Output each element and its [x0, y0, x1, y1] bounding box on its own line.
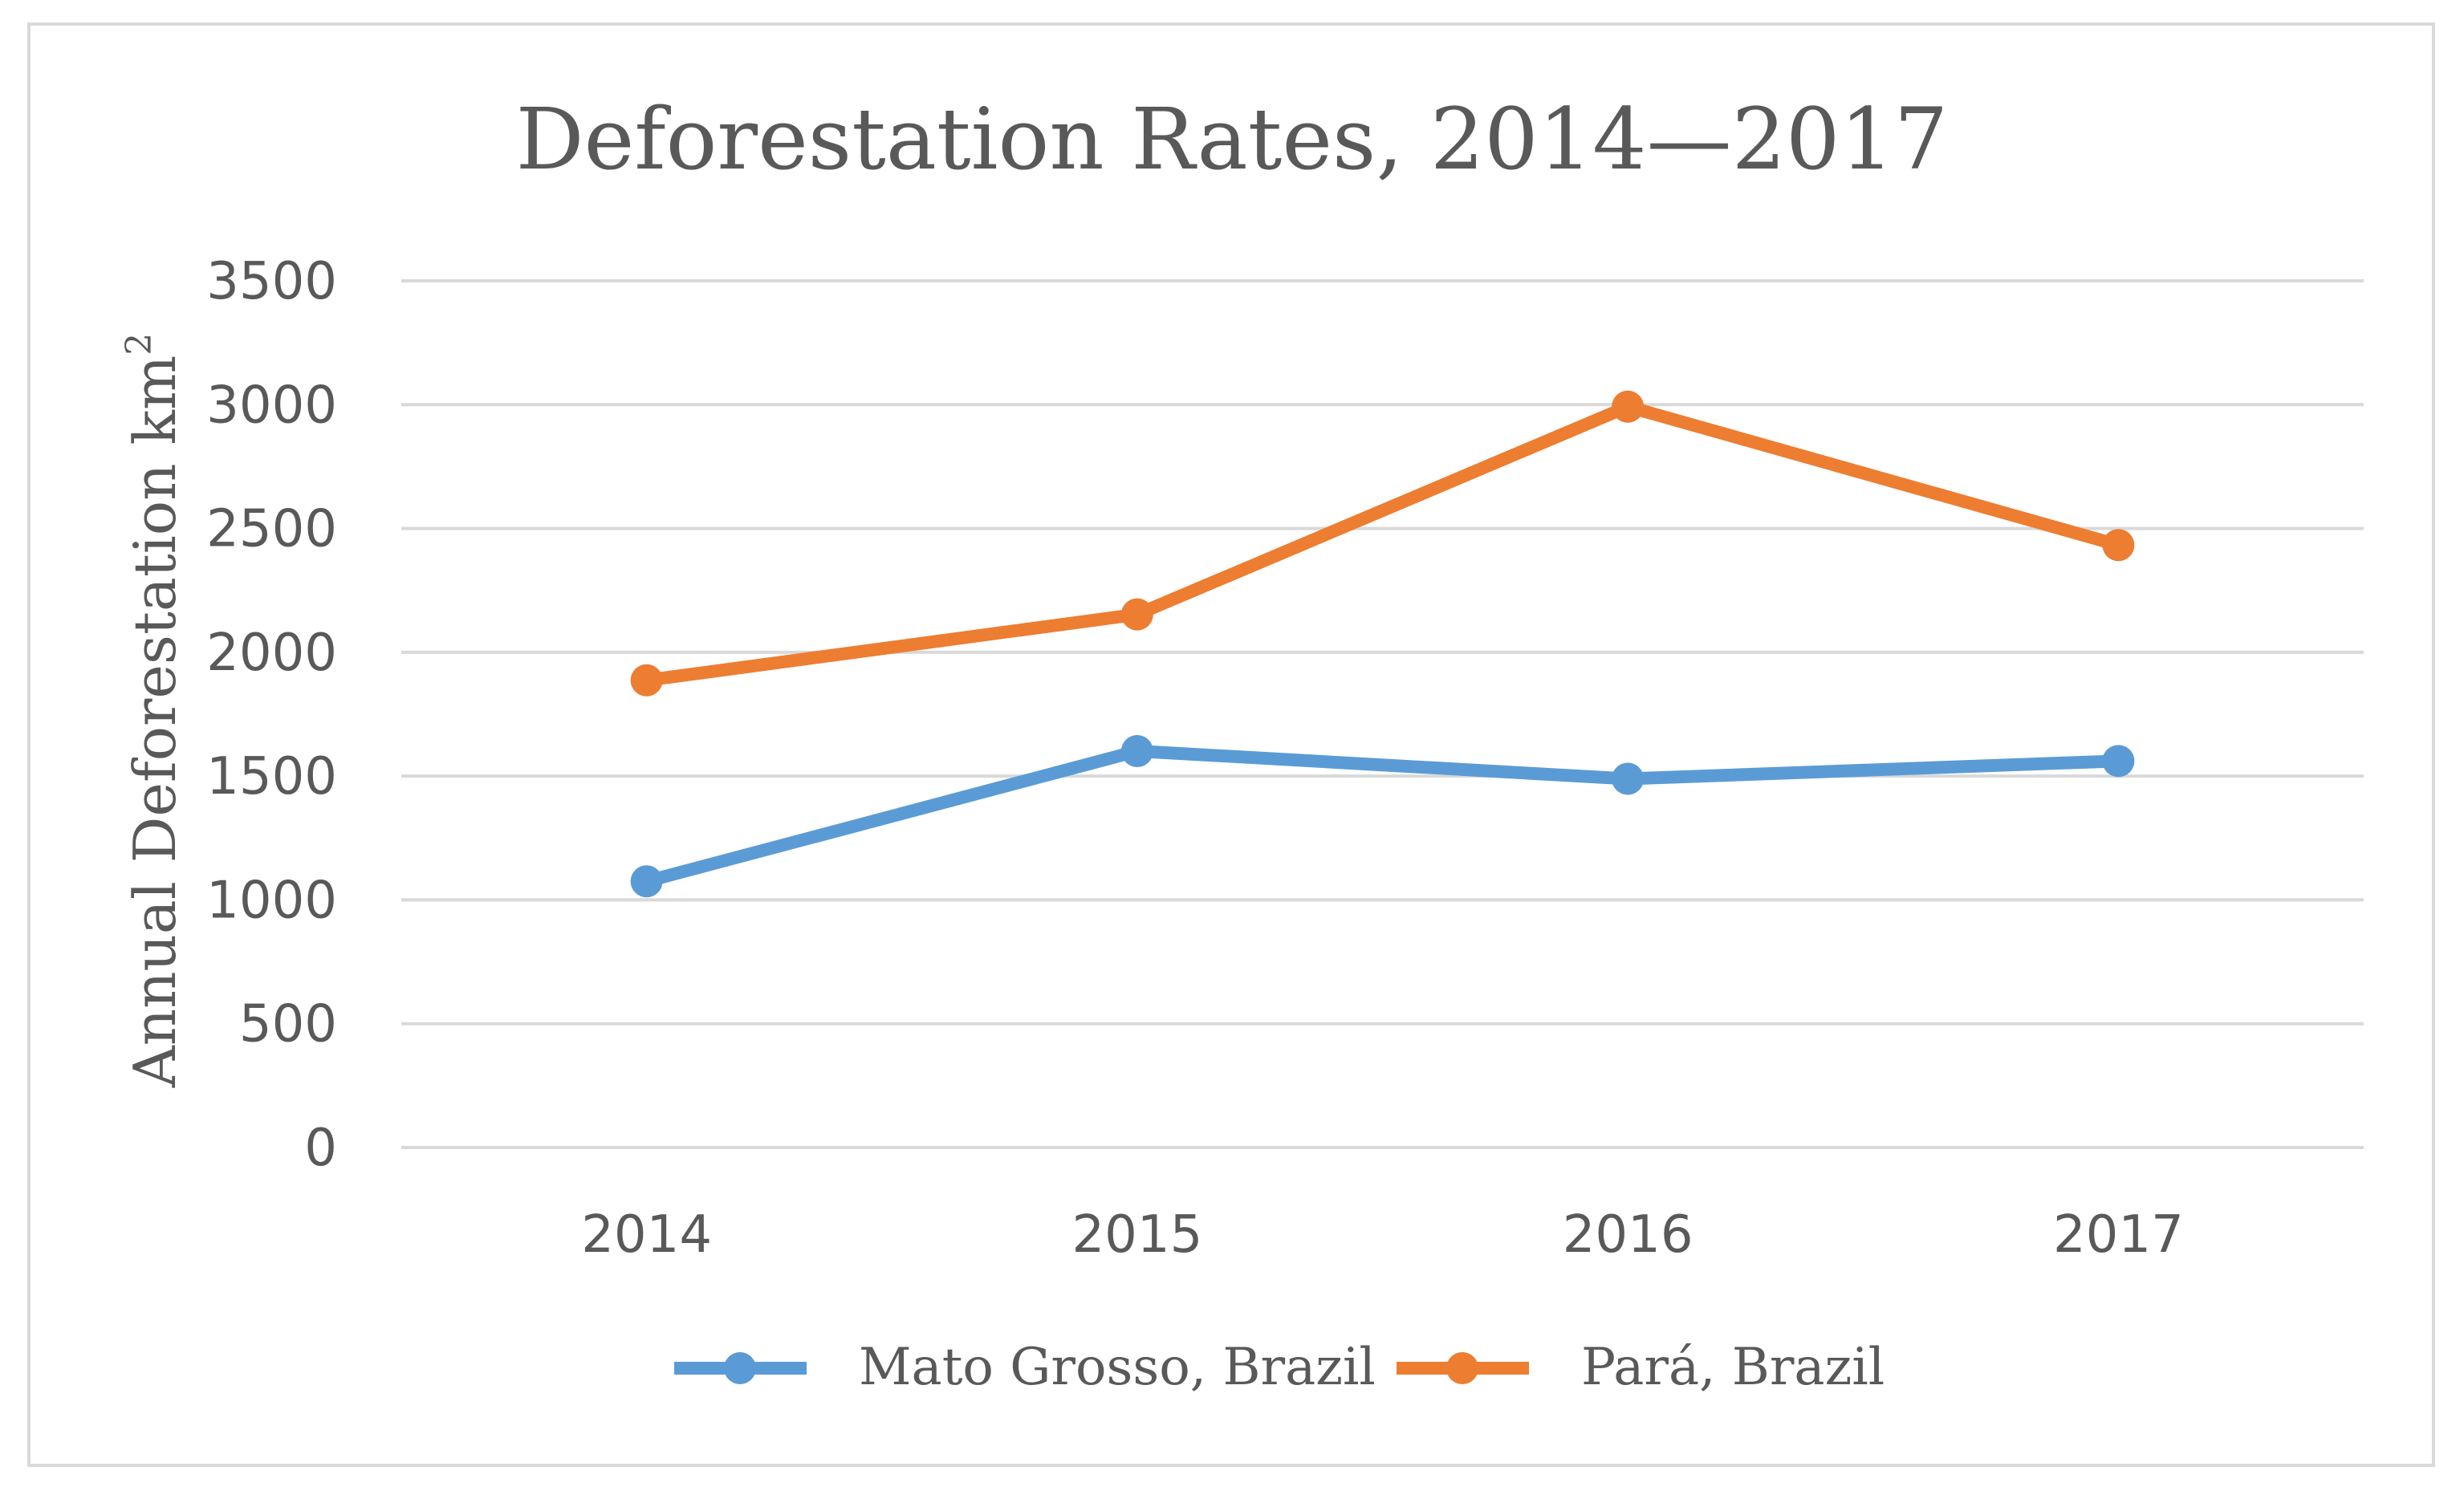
data-point — [1612, 390, 1645, 423]
y-tick-label: 0 — [304, 1119, 337, 1178]
y-axis-label-main: Annual Deforestation km — [121, 355, 189, 1089]
y-tick-label: 500 — [239, 995, 337, 1054]
data-point — [1612, 762, 1645, 795]
legend-swatch-marker — [1446, 1352, 1478, 1384]
data-point — [1120, 734, 1153, 767]
data-point — [630, 664, 663, 697]
data-point — [2102, 745, 2135, 778]
y-axis-label: Annual Deforestation km2 — [119, 333, 189, 1089]
series-line — [640, 744, 2125, 888]
y-tick-label: 2000 — [206, 624, 337, 683]
x-tick-label: 2016 — [1563, 1205, 1693, 1265]
legend-label: Pará, Brazil — [1581, 1338, 1885, 1397]
y-tick-label: 2500 — [206, 500, 337, 559]
chart-frame — [27, 22, 2435, 1467]
series-line — [640, 400, 2125, 687]
y-tick-label: 1500 — [206, 747, 337, 806]
x-tick-label: 2015 — [1071, 1205, 1202, 1265]
data-point — [1120, 598, 1153, 631]
x-tick-label: 2014 — [581, 1205, 712, 1265]
x-axis-ticks: 2014 2015 2016 2017 — [581, 1205, 2184, 1265]
data-point — [630, 865, 663, 898]
series-1 — [630, 390, 2135, 697]
legend-item-1: Pará, Brazil — [1397, 1338, 1885, 1397]
y-tick-label: 1000 — [206, 871, 337, 930]
series-lines — [630, 390, 2135, 898]
gridlines — [401, 279, 2364, 1149]
y-axis-ticks: 0 500 1000 1500 2000 2500 3000 3500 — [206, 252, 337, 1178]
x-tick-label: 2017 — [2053, 1205, 2184, 1265]
legend-swatch-marker — [724, 1352, 756, 1384]
y-tick-label: 3500 — [206, 252, 337, 311]
y-tick-label: 3000 — [206, 376, 337, 435]
legend-item-0: Mato Grosso, Brazil — [674, 1338, 1376, 1397]
y-axis-label-superscript: 2 — [119, 333, 160, 355]
legend: Mato Grosso, Brazil Pará, Brazil — [674, 1338, 1885, 1397]
legend-label: Mato Grosso, Brazil — [859, 1338, 1376, 1397]
data-point — [2102, 529, 2135, 562]
series-0 — [630, 734, 2135, 898]
chart-title: Deforestation Rates, 2014—2017 — [516, 90, 1949, 189]
